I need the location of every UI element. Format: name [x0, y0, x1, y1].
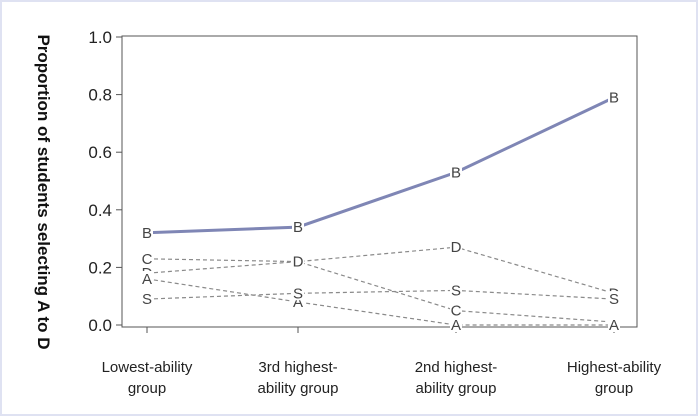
- marker-bg: [608, 89, 620, 105]
- point-marker-S: S: [142, 291, 152, 308]
- point-marker-B: B: [609, 89, 619, 106]
- series-line-S: [146, 289, 615, 300]
- x-tick-label-line: Lowest-ability: [102, 359, 193, 376]
- x-axis: Lowest-ability group 3rd highest-ability g…: [102, 327, 662, 397]
- x-tick-label: 2nd highest-ability group: [415, 359, 498, 397]
- y-tick-label: 0.6: [88, 143, 112, 162]
- x-tick-label: Lowest-ability group: [102, 359, 193, 397]
- y-tick-label: 0.4: [88, 201, 112, 220]
- x-tick-label-line: ability group: [416, 380, 497, 397]
- point-marker-B: B: [293, 219, 303, 236]
- y-tick-label: 0.2: [88, 258, 112, 277]
- x-tick-label: Highest-ability group: [567, 359, 662, 397]
- marker-bg: [450, 164, 462, 180]
- point-marker-A: A: [451, 317, 461, 334]
- series-markers: BBBBCCCCDDDDAAAASSSS: [141, 89, 620, 334]
- point-marker-D: D: [451, 239, 462, 256]
- series-line-B: [146, 96, 615, 235]
- marker-bg: [292, 219, 304, 235]
- y-tick-label: 0.8: [88, 86, 112, 105]
- marker-bg: [292, 285, 304, 301]
- point-marker-S: S: [293, 285, 303, 302]
- x-tick-label-line: ability group: [258, 380, 339, 397]
- x-tick-label-line: group: [595, 380, 633, 397]
- x-tick-label-line: group: [128, 380, 166, 397]
- point-marker-D: D: [293, 254, 304, 271]
- point-marker-B: B: [451, 164, 461, 181]
- point-marker-S: S: [451, 282, 461, 299]
- series-line-D: [146, 246, 615, 294]
- x-tick-label: 3rd highest-ability group: [258, 359, 339, 397]
- marker-bg: [141, 270, 153, 286]
- point-marker-B: B: [142, 225, 152, 242]
- plot-area: [121, 35, 638, 328]
- x-tick-label-line: 2nd highest-: [415, 359, 498, 376]
- marker-bg: [292, 253, 304, 269]
- point-marker-C: C: [451, 303, 462, 320]
- y-tick-label: 0.0: [88, 316, 112, 335]
- marker-bg: [450, 239, 462, 255]
- y-axis: 0.0 0.2 0.4 0.6 0.8 1.0: [88, 28, 122, 335]
- series-line-C: [146, 258, 615, 323]
- marker-bg: [450, 317, 462, 332]
- point-marker-A: A: [142, 271, 152, 288]
- x-tick-label-line: 3rd highest-: [258, 359, 337, 376]
- point-marker-C: C: [142, 251, 153, 268]
- series-line-A: [146, 278, 614, 326]
- marker-bg: [141, 224, 153, 240]
- x-tick-label-line: Highest-ability: [567, 359, 662, 376]
- point-marker-A: A: [293, 294, 303, 311]
- marker-bg: [608, 317, 620, 332]
- point-marker-S: S: [609, 291, 619, 308]
- y-axis-label: Proportion of students selecting A to D: [34, 34, 53, 349]
- marker-bg: [608, 291, 620, 307]
- y-tick-label: 1.0: [88, 28, 112, 47]
- point-marker-A: A: [609, 317, 619, 334]
- series-lines: [146, 96, 615, 326]
- marker-bg: [450, 302, 462, 318]
- marker-bg: [450, 282, 462, 298]
- marker-bg: [141, 250, 153, 266]
- marker-bg: [141, 291, 153, 307]
